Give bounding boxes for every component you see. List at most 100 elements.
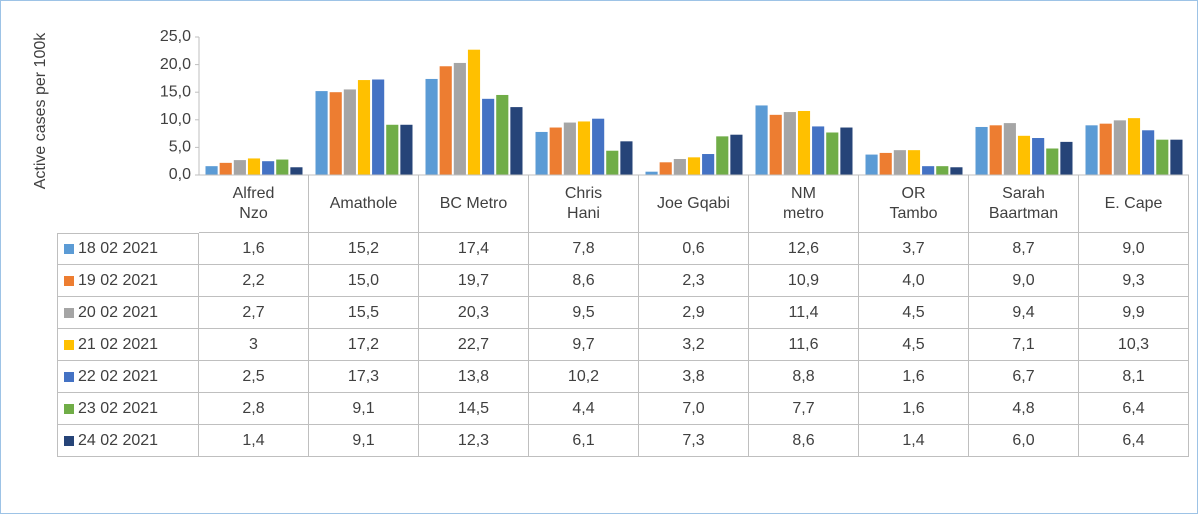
legend-entry: 21 02 2021: [57, 329, 199, 361]
table-value: 4,5: [859, 297, 969, 329]
table-value: 8,1: [1079, 361, 1189, 393]
bar: [812, 126, 825, 175]
table-value: 15,0: [309, 265, 419, 297]
table-value: 7,7: [749, 393, 859, 425]
bar: [400, 124, 413, 175]
table-value: 14,5: [419, 393, 529, 425]
y-tick-label: 0,0: [169, 166, 191, 183]
category-header: Joe Gqabi: [639, 175, 749, 233]
table-value: 2,8: [199, 393, 309, 425]
table-value: 1,4: [859, 425, 969, 457]
bar: [439, 66, 452, 175]
legend-swatch: [64, 403, 74, 414]
table-value: 9,7: [529, 329, 639, 361]
bar: [386, 124, 399, 175]
bar: [343, 89, 356, 175]
table-value: 9,5: [529, 297, 639, 329]
bar: [453, 62, 466, 175]
table-value: 12,3: [419, 425, 529, 457]
bar: [496, 94, 509, 175]
table-value: 12,6: [749, 233, 859, 265]
table-value: 1,6: [859, 393, 969, 425]
table-value: 2,7: [199, 297, 309, 329]
table-value: 10,9: [749, 265, 859, 297]
category-header: Chris Hani: [529, 175, 639, 233]
table-value: 0,6: [639, 233, 749, 265]
bar: [1113, 120, 1126, 175]
legend-entry: 22 02 2021: [57, 361, 199, 393]
category-header: Sarah Baartman: [969, 175, 1079, 233]
bar: [1046, 148, 1059, 175]
bar: [893, 150, 906, 175]
legend-label: 23 02 2021: [78, 399, 159, 417]
legend-swatch: [64, 435, 74, 446]
bar: [290, 167, 303, 175]
table-value: 9,3: [1079, 265, 1189, 297]
bar: [716, 136, 729, 175]
table-value: 4,8: [969, 393, 1079, 425]
table-value: 13,8: [419, 361, 529, 393]
table-value: 19,7: [419, 265, 529, 297]
table-value: 11,4: [749, 297, 859, 329]
y-axis-label: Active cases per 100k: [32, 32, 49, 190]
bar: [879, 152, 892, 175]
bar: [1032, 138, 1045, 175]
table-value: 9,0: [969, 265, 1079, 297]
table-value: 6,4: [1079, 393, 1189, 425]
bar: [1017, 135, 1031, 175]
bar: [687, 157, 701, 175]
bar: [950, 167, 963, 175]
bar: [467, 49, 481, 175]
table-value: 1,6: [199, 233, 309, 265]
legend-entry: 23 02 2021: [57, 393, 199, 425]
table-value: 4,5: [859, 329, 969, 361]
bar: [329, 92, 342, 175]
bar: [372, 79, 385, 175]
table-value: 10,3: [1079, 329, 1189, 361]
table-value: 10,2: [529, 361, 639, 393]
table-value: 8,6: [749, 425, 859, 457]
table-value: 20,3: [419, 297, 529, 329]
table-value: 8,6: [529, 265, 639, 297]
table-value: 7,0: [639, 393, 749, 425]
bar: [989, 125, 1002, 175]
table-value: 3,2: [639, 329, 749, 361]
bar: [563, 122, 576, 175]
bar: [975, 126, 988, 175]
table-value: 9,1: [309, 393, 419, 425]
bar: [577, 121, 591, 175]
bar: [482, 98, 495, 175]
table-value: 7,3: [639, 425, 749, 457]
bar: [659, 162, 672, 175]
bar: [549, 127, 562, 175]
legend-entry: 19 02 2021: [57, 265, 199, 297]
table-value: 2,9: [639, 297, 749, 329]
table-value: 17,3: [309, 361, 419, 393]
legend-label: 20 02 2021: [78, 303, 159, 321]
bar: [606, 150, 619, 175]
table-value: 17,4: [419, 233, 529, 265]
bar: [205, 166, 218, 175]
bar: [510, 107, 523, 175]
category-header: BC Metro: [419, 175, 529, 233]
table-value: 3,7: [859, 233, 969, 265]
bar: [425, 78, 438, 175]
y-tick-label: 10,0: [160, 111, 191, 128]
table-value: 9,1: [309, 425, 419, 457]
bar: [840, 127, 853, 175]
table-value: 17,2: [309, 329, 419, 361]
bar: [357, 80, 371, 175]
legend-label: 22 02 2021: [78, 367, 159, 385]
table-value: 6,0: [969, 425, 1079, 457]
bar: [1085, 125, 1098, 175]
bar: [755, 105, 768, 175]
table-value: 3: [199, 329, 309, 361]
bar: [730, 134, 743, 175]
y-tick-label: 20,0: [160, 56, 191, 73]
bar: [592, 118, 605, 175]
legend-label: 24 02 2021: [78, 431, 159, 449]
category-header: Amathole: [309, 175, 419, 233]
legend-entry: 24 02 2021: [57, 425, 199, 457]
